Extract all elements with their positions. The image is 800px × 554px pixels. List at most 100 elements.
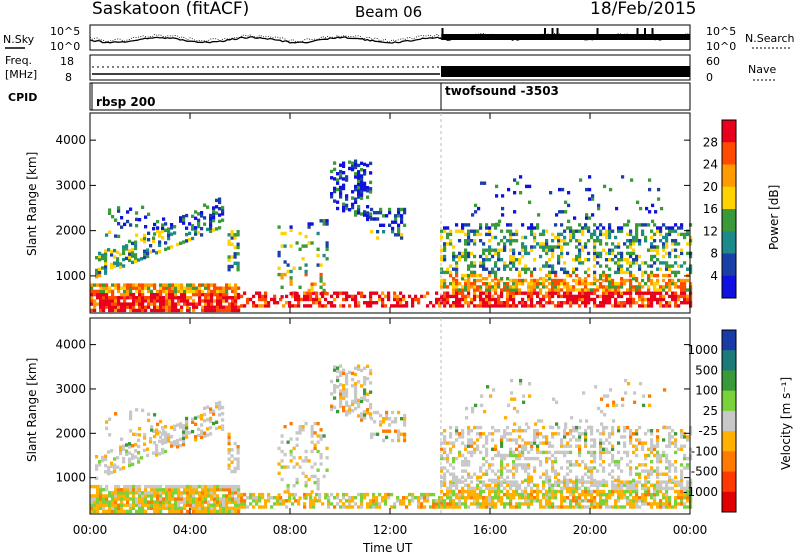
heatmap-cell [137, 460, 141, 464]
heatmap-cell [488, 496, 492, 500]
heatmap-cell [542, 486, 546, 491]
heatmap-cell [548, 444, 552, 448]
heatmap-cell [497, 469, 501, 473]
heatmap-cell [650, 248, 654, 252]
heatmap-cell [207, 286, 211, 290]
heatmap-cell [120, 509, 124, 514]
heatmap-cell [96, 491, 100, 495]
heatmap-cell [482, 304, 486, 308]
heatmap-cell [171, 302, 175, 306]
heatmap-cell [201, 308, 205, 313]
heatmap-cell [449, 486, 453, 491]
heatmap-cell [443, 456, 447, 461]
heatmap-cell [110, 262, 114, 267]
heatmap-cell [521, 297, 525, 302]
heatmap-cell [158, 439, 162, 444]
heatmap-cell [168, 503, 172, 507]
heatmap-cell [315, 291, 319, 295]
heatmap-cell [560, 438, 564, 442]
heatmap-cell [261, 294, 265, 299]
heatmap-cell [102, 292, 106, 297]
heatmap-cell [668, 475, 672, 479]
heatmap-cell [319, 428, 323, 432]
heatmap-cell [182, 218, 186, 222]
heatmap-cell [512, 261, 516, 265]
heatmap-cell [351, 161, 355, 165]
heatmap-cell [455, 425, 459, 430]
heatmap-cell [674, 469, 678, 473]
heatmap-cell [435, 297, 439, 302]
heatmap-cell [90, 497, 94, 501]
heatmap-cell [452, 472, 456, 476]
heatmap-cell [464, 489, 468, 494]
heatmap-cell [90, 286, 94, 290]
heatmap-cell [668, 438, 672, 442]
heatmap-cell [360, 396, 364, 400]
heatmap-cell [533, 456, 537, 461]
heatmap-cell [219, 299, 223, 303]
heatmap-cell [186, 283, 190, 287]
heatmap-cell [204, 506, 208, 510]
heatmap-cell [443, 270, 447, 275]
heatmap-cell [500, 304, 504, 308]
colorbar-tick: 8 [710, 247, 718, 261]
heatmap-cell [509, 285, 513, 289]
heatmap-cell [578, 239, 582, 243]
heatmap-cell [363, 188, 367, 192]
heatmap-cell [342, 408, 346, 413]
heatmap-cell [134, 240, 138, 244]
heatmap-cell [440, 489, 444, 494]
heatmap-cell [316, 484, 320, 488]
colorbar-tick: -100 [691, 444, 718, 458]
heatmap-cell [515, 258, 519, 262]
heatmap-cell [524, 489, 528, 494]
heatmap-cell [230, 255, 234, 259]
heatmap-cell [638, 254, 642, 259]
heatmap-cell [626, 301, 630, 305]
heatmap-cell [203, 222, 207, 226]
heatmap-cell [533, 441, 537, 445]
heatmap-cell [509, 278, 513, 283]
heatmap-cell [612, 419, 616, 423]
heatmap-cell [191, 420, 195, 424]
heatmap-cell [192, 494, 196, 498]
heatmap-cell [635, 278, 639, 283]
heatmap-cell [482, 264, 486, 268]
heatmap-cell [476, 229, 480, 233]
heatmap-cell [342, 183, 346, 187]
heatmap-cell [411, 496, 415, 500]
heatmap-cell [569, 444, 573, 448]
heatmap-cell [373, 211, 377, 215]
heatmap-cell [584, 472, 588, 476]
heatmap-cell [542, 264, 546, 268]
heatmap-cell [357, 291, 361, 295]
heatmap-cell [342, 164, 346, 168]
heatmap-cell [200, 233, 204, 237]
heatmap-cell [152, 236, 156, 240]
heatmap-cell [674, 489, 678, 494]
heatmap-cell [96, 509, 100, 514]
heatmap-cell [135, 217, 139, 222]
heatmap-cell [215, 402, 219, 406]
heatmap-cell [497, 492, 501, 497]
heatmap-cell [575, 496, 579, 500]
heatmap-cell [207, 494, 211, 498]
heatmap-cell [198, 292, 202, 297]
heatmap-cell [135, 491, 139, 495]
nsky-tick-high: 10^5 [50, 25, 80, 38]
heatmap-cell [479, 254, 483, 259]
heatmap-cell [440, 441, 444, 445]
velocity-y-label: Slant Range [km] [25, 358, 39, 462]
heatmap-cell [219, 296, 223, 300]
heatmap-cell [593, 251, 597, 256]
heatmap-cell [156, 503, 160, 507]
heatmap-cell [668, 486, 672, 491]
heatmap-cell [506, 496, 510, 500]
heatmap-cell [186, 302, 190, 306]
heatmap-cell [518, 291, 522, 295]
heatmap-cell [132, 292, 136, 297]
heatmap-cell [519, 175, 523, 179]
heatmap-cell [114, 488, 118, 492]
heatmap-cell [198, 296, 202, 300]
